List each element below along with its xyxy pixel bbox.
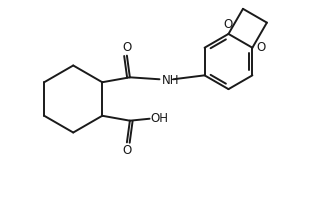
Text: O: O xyxy=(256,41,266,54)
Text: O: O xyxy=(122,41,132,54)
Text: O: O xyxy=(224,18,233,31)
Text: NH: NH xyxy=(161,74,179,87)
Text: O: O xyxy=(122,144,132,157)
Text: OH: OH xyxy=(151,112,169,125)
